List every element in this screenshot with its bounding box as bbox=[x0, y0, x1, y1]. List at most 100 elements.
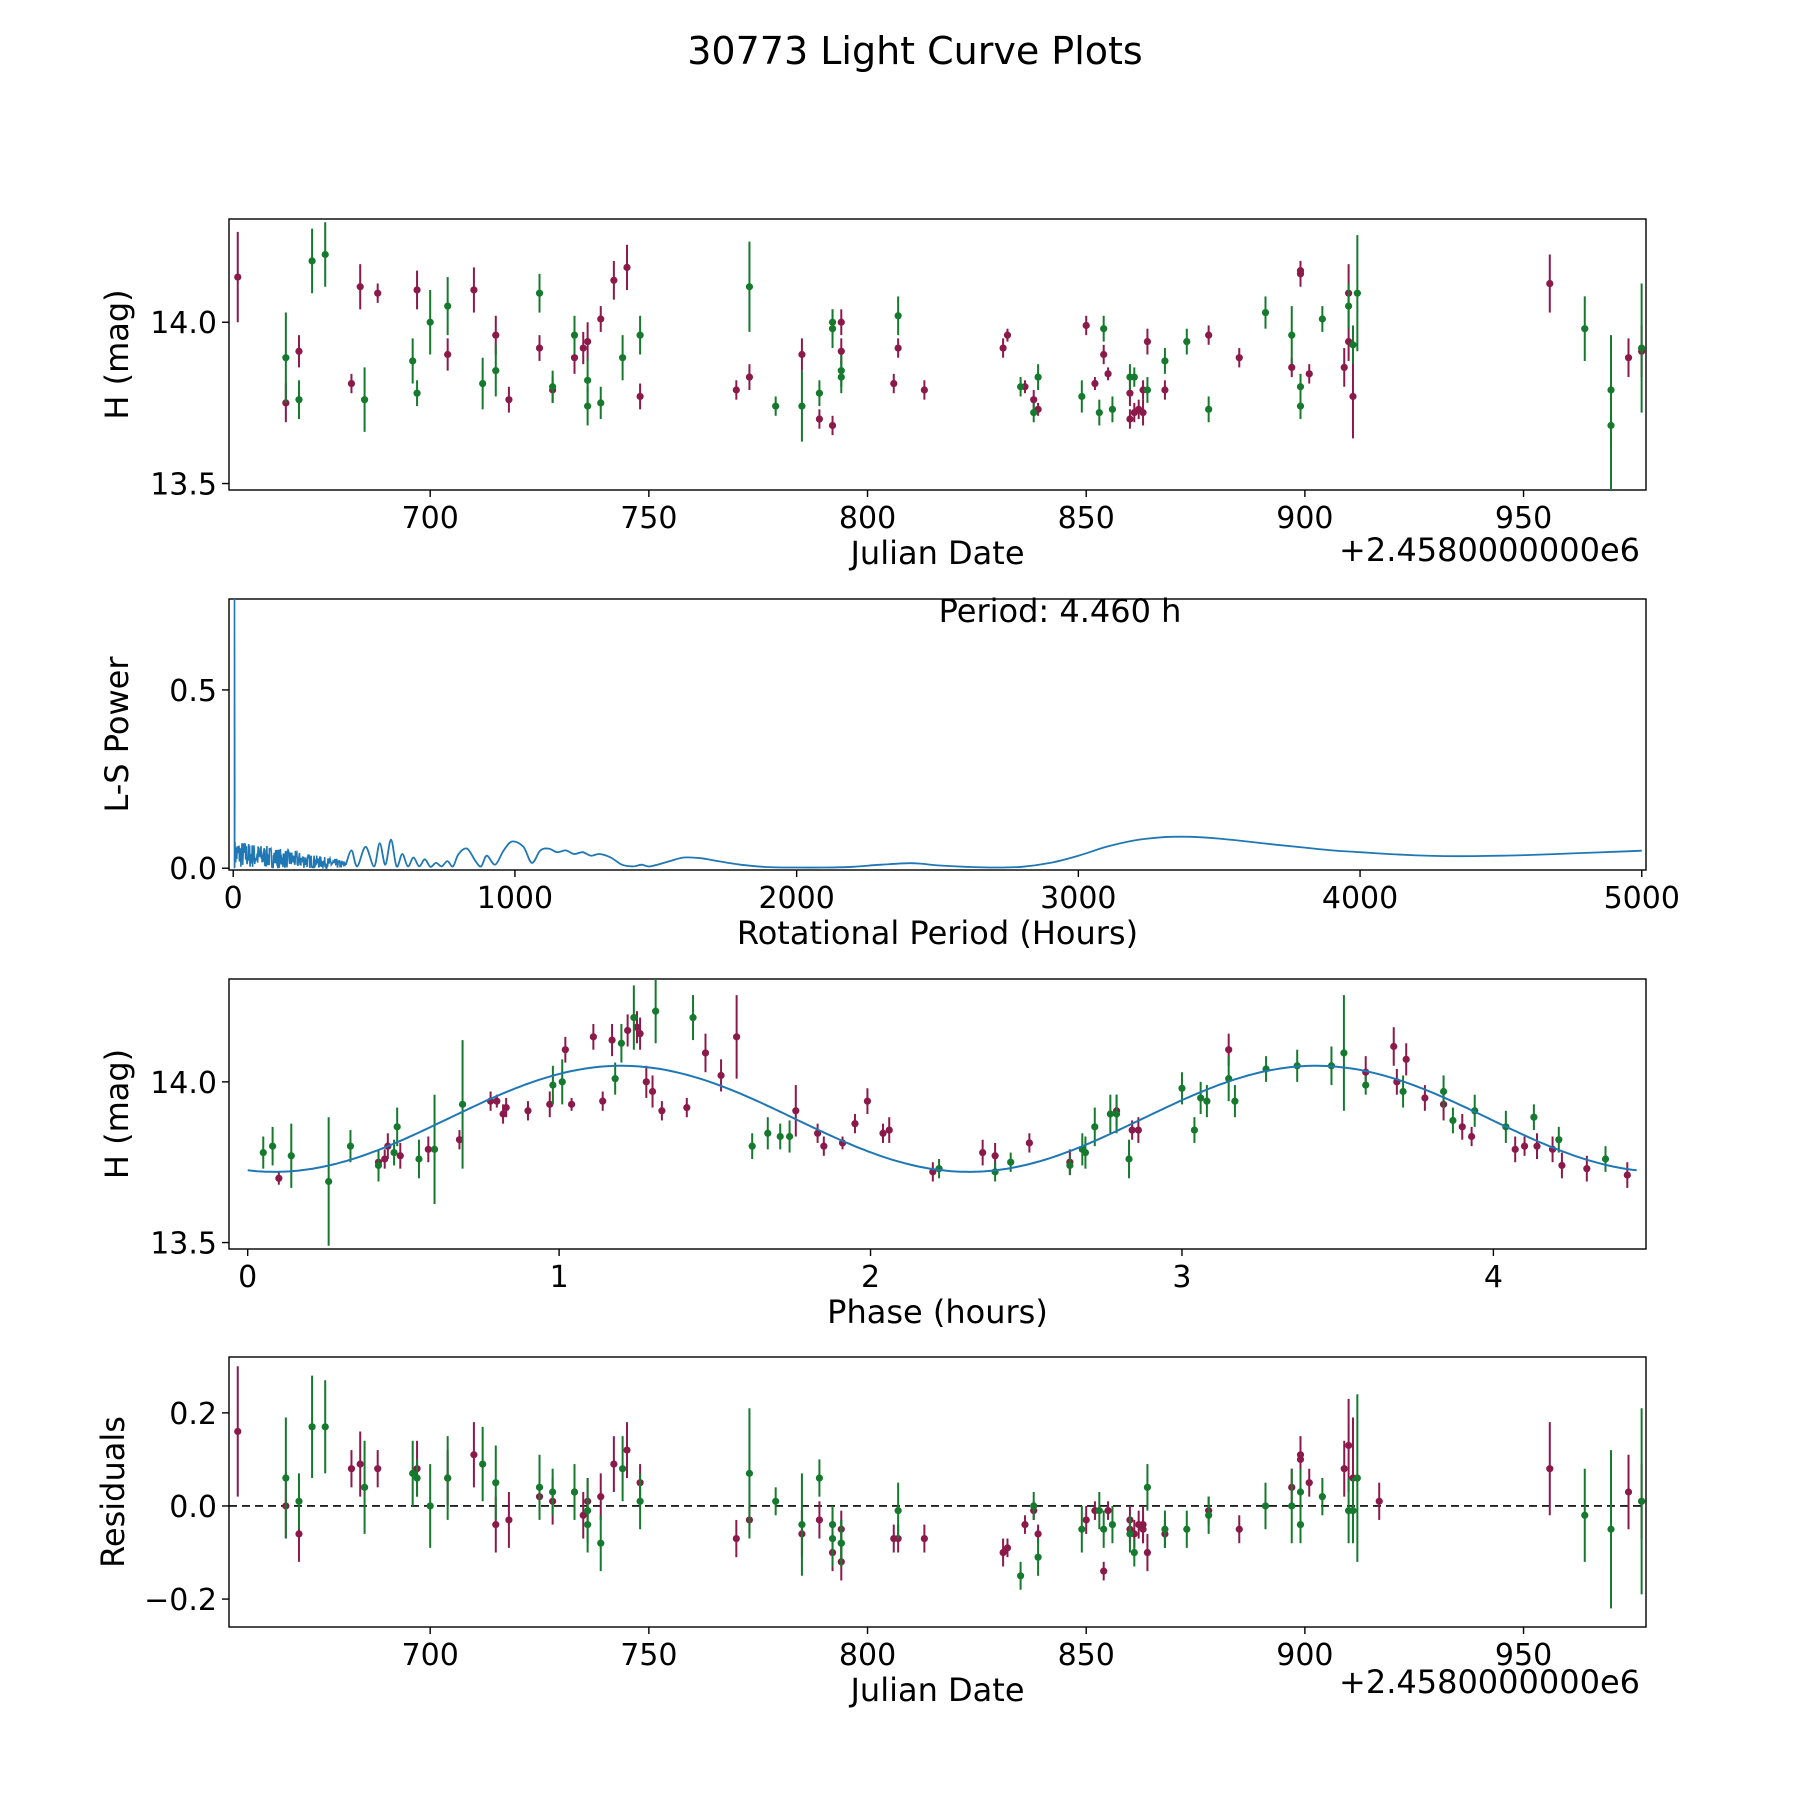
residuals-point-green bbox=[295, 1497, 303, 1505]
phased-xtick-label: 3 bbox=[1172, 1260, 1191, 1295]
residuals-point-red bbox=[732, 1534, 740, 1543]
residuals-point-green bbox=[413, 1474, 421, 1482]
phased-point-red bbox=[792, 1107, 800, 1115]
lightcurve-point-green bbox=[321, 250, 329, 259]
lightcurve-point-green bbox=[1034, 373, 1042, 381]
lightcurve-point-green bbox=[584, 376, 592, 384]
residuals-xtick-label: 750 bbox=[620, 1638, 677, 1673]
phased-point-red bbox=[1511, 1145, 1519, 1153]
phased-point-red bbox=[1623, 1171, 1631, 1179]
lightcurve-point-green bbox=[549, 383, 557, 391]
phased-point-red bbox=[499, 1110, 507, 1118]
lightcurve-point-green bbox=[1318, 315, 1326, 323]
residuals-point-red bbox=[999, 1548, 1007, 1557]
residuals-point-green bbox=[1161, 1525, 1169, 1533]
lightcurve-xtick-label: 850 bbox=[1058, 501, 1115, 536]
lightcurve-point-green bbox=[1183, 337, 1191, 346]
phased-point-green bbox=[458, 1100, 467, 1108]
lightcurve-point-red bbox=[1305, 370, 1313, 378]
residuals-point-green bbox=[1016, 1572, 1025, 1580]
phased-point-red bbox=[546, 1100, 554, 1108]
residuals-point-green bbox=[1638, 1497, 1646, 1505]
periodogram-axes-frame bbox=[228, 598, 1647, 871]
phased-point-green bbox=[617, 1039, 626, 1047]
lightcurve-point-red bbox=[1624, 354, 1633, 362]
lightcurve-point-green bbox=[1638, 344, 1646, 352]
lightcurve-point-red bbox=[584, 337, 592, 346]
phased-point-green bbox=[1197, 1094, 1205, 1102]
phased-xtick-label: 2 bbox=[861, 1260, 880, 1295]
residuals-point-red bbox=[234, 1427, 242, 1436]
lightcurve-ylabel: H (mag) bbox=[98, 289, 136, 419]
residuals-point-red bbox=[1143, 1548, 1152, 1557]
residuals-point-green bbox=[282, 1474, 290, 1482]
lightcurve-point-red bbox=[828, 421, 837, 430]
lightcurve-point-red bbox=[1030, 396, 1038, 404]
lightcurve-point-red bbox=[570, 354, 579, 362]
phased-point-red bbox=[633, 1023, 641, 1031]
residuals-point-red bbox=[1345, 1441, 1353, 1450]
lightcurve-point-green bbox=[745, 283, 754, 291]
residuals-point-green bbox=[360, 1483, 369, 1491]
phased-point-green bbox=[1399, 1087, 1407, 1096]
lightcurve-point-red bbox=[1003, 331, 1012, 339]
lightcurve-point-green bbox=[535, 289, 544, 297]
phased-point-green bbox=[1081, 1148, 1090, 1157]
residuals-point-green bbox=[1126, 1530, 1134, 1538]
lightcurve-point-red bbox=[837, 347, 845, 355]
lightcurve-xtick-label: 900 bbox=[1276, 501, 1333, 536]
lightcurve-point-red bbox=[623, 263, 631, 271]
phased-point-red bbox=[624, 1026, 632, 1035]
periodogram-xtick-label: 1000 bbox=[477, 881, 553, 916]
phased-point-green bbox=[689, 1013, 697, 1022]
residuals-point-green bbox=[1108, 1520, 1117, 1529]
residuals-point-green bbox=[815, 1474, 824, 1482]
residuals-point-red bbox=[815, 1516, 824, 1524]
phased-point-red bbox=[589, 1033, 597, 1041]
residuals-point-green bbox=[549, 1488, 557, 1496]
phased-point-green bbox=[1601, 1155, 1610, 1163]
residuals-point-green bbox=[535, 1483, 544, 1491]
periodogram-period-annotation: Period: 4.460 h bbox=[939, 592, 1182, 630]
lightcurve-point-red bbox=[837, 318, 845, 326]
lightcurve-point-green bbox=[426, 318, 434, 326]
periodogram-ytick-label: 0.0 bbox=[169, 852, 217, 887]
phased-point-green bbox=[748, 1142, 756, 1150]
lightcurve-point-red bbox=[295, 347, 303, 355]
lightcurve-point-red bbox=[1235, 354, 1243, 362]
residuals-point-green bbox=[1095, 1507, 1103, 1515]
lightcurve-point-green bbox=[798, 402, 806, 410]
lightcurve-point-red bbox=[234, 273, 242, 281]
residuals-point-green bbox=[1296, 1520, 1305, 1529]
lightcurve-point-red bbox=[894, 344, 902, 352]
residuals-point-red bbox=[1082, 1516, 1090, 1524]
residuals-point-green bbox=[1318, 1493, 1326, 1501]
lightcurve-point-red bbox=[1546, 279, 1554, 288]
residuals-point-red bbox=[356, 1460, 364, 1468]
lightcurve-point-red bbox=[732, 386, 740, 394]
residuals-point-green bbox=[492, 1479, 500, 1487]
phased-point-red bbox=[636, 1030, 644, 1038]
residuals-point-green bbox=[1078, 1525, 1086, 1533]
phased-point-green bbox=[764, 1129, 772, 1137]
lightcurve-point-green bbox=[1261, 308, 1270, 317]
residuals-point-green bbox=[308, 1423, 316, 1431]
phased-point-red bbox=[642, 1078, 650, 1086]
lightcurve-point-green bbox=[619, 354, 627, 362]
residuals-xtick-label: 850 bbox=[1058, 1638, 1115, 1673]
phased-point-red bbox=[1134, 1126, 1142, 1134]
lightcurve-point-red bbox=[1100, 350, 1108, 359]
lightcurve-point-green bbox=[772, 402, 780, 410]
residuals-point-red bbox=[1305, 1479, 1313, 1487]
residuals-point-green bbox=[828, 1534, 837, 1543]
lightcurve-point-red bbox=[579, 344, 587, 352]
periodogram-xtick-label: 3000 bbox=[1040, 881, 1116, 916]
phased-point-red bbox=[1558, 1161, 1566, 1170]
phased-point-green bbox=[1091, 1123, 1099, 1131]
lightcurve-point-red bbox=[815, 415, 824, 423]
residuals-point-red bbox=[1104, 1507, 1112, 1515]
residuals-point-red bbox=[610, 1460, 618, 1468]
phased-point-red bbox=[1225, 1046, 1233, 1054]
lightcurve-point-red bbox=[356, 283, 364, 291]
residuals-point-green bbox=[1261, 1502, 1270, 1510]
